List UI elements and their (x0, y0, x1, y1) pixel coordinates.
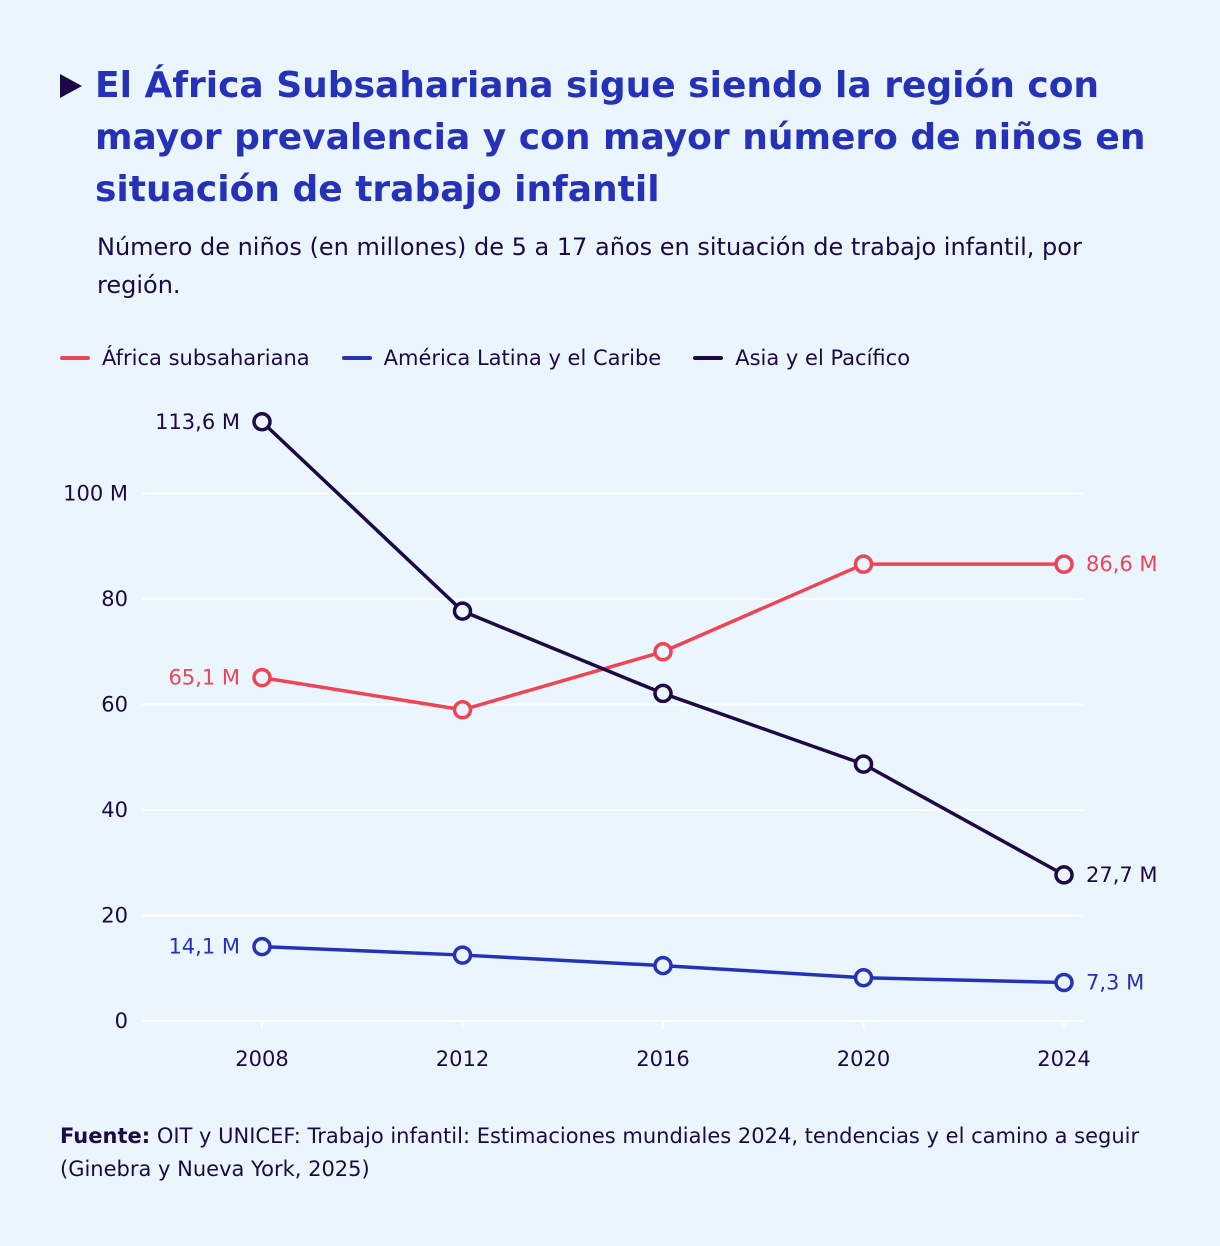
y-tick-label: 40 (101, 798, 128, 822)
data-point (1054, 865, 1074, 885)
legend: África subsahariana América Latina y el … (60, 346, 910, 370)
y-tick-label: 100 M (63, 482, 128, 506)
legend-swatch-latam (341, 356, 372, 360)
legend-swatch-asia (693, 356, 724, 360)
line-chart: 0 20 40 60 80 100 M 2008 2012 2016 2020 2024 65,1 M… (63, 410, 1158, 1071)
data-point (1054, 972, 1074, 993)
source-text: OIT y UNICEF: Trabajo infantil: Estimaci… (60, 1124, 1140, 1181)
data-point (452, 700, 473, 720)
legend-label-asia: Asia y el Pacífico (735, 346, 911, 370)
legend-swatch-africa (60, 356, 90, 360)
x-tick-label: 2016 (636, 1047, 689, 1071)
data-point (853, 967, 874, 988)
chart-subtitle: Número de niños (en millones) de 5 a 17 … (97, 233, 1082, 299)
chart-title: El África Subsahariana sigue siendo la r… (95, 65, 1146, 210)
y-tick-label: 80 (101, 587, 128, 611)
source-label: Fuente: (60, 1124, 151, 1148)
legend-item-africa: África subsahariana (60, 346, 310, 370)
data-point (853, 754, 874, 774)
source-note: Fuente: OIT y UNICEF: Trabajo infantil: … (60, 1120, 1160, 1186)
data-point (1054, 554, 1074, 574)
y-tick-label: 0 (115, 1009, 128, 1033)
data-label-start: 113,6 M (155, 410, 240, 434)
data-point (452, 601, 473, 621)
x-tick-label: 2008 (235, 1047, 288, 1071)
data-point (853, 554, 874, 574)
data-label-end: 7,3 M (1086, 970, 1144, 994)
y-tick-label: 20 (101, 904, 128, 928)
data-point (653, 642, 673, 662)
data-label-end: 86,6 M (1086, 552, 1158, 576)
x-tick-label: 2012 (436, 1047, 489, 1071)
data-point (452, 945, 473, 965)
legend-item-asia: Asia y el Pacífico (693, 346, 910, 370)
legend-label-africa: África subsahariana (102, 346, 310, 370)
data-label-end: 27,7 M (1086, 863, 1158, 887)
data-point (653, 683, 673, 704)
data-label-start: 14,1 M (168, 935, 240, 959)
y-tick-label: 60 (101, 693, 128, 717)
data-point (252, 936, 272, 957)
data-point (252, 412, 272, 432)
x-tick-label: 2024 (1037, 1047, 1090, 1071)
title-triangle-icon (60, 74, 82, 98)
data-point (252, 667, 272, 688)
legend-label-latam: América Latina y el Caribe (383, 346, 662, 370)
legend-item-latam: América Latina y el Caribe (341, 346, 662, 370)
data-point (653, 955, 673, 976)
x-tick-label: 2020 (837, 1047, 890, 1071)
data-label-start: 65,1 M (168, 666, 240, 690)
